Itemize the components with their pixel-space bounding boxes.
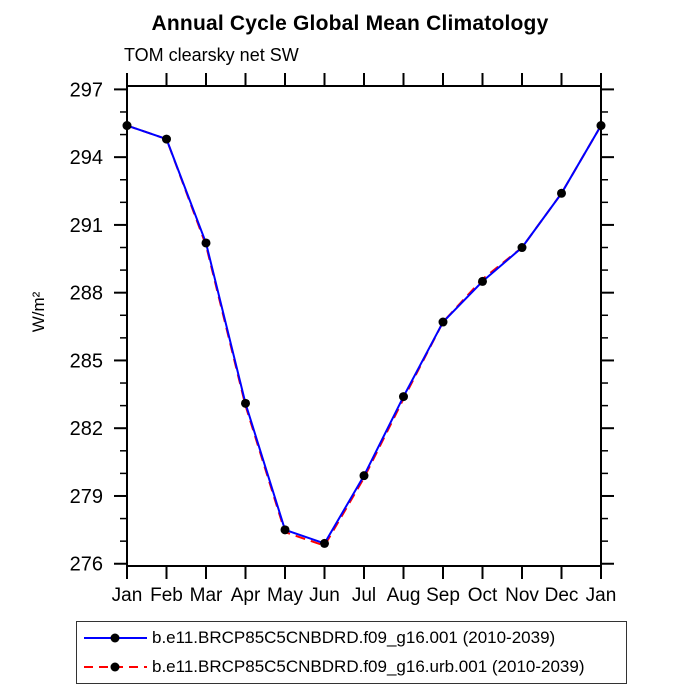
legend-line-sample-dashed	[84, 662, 147, 672]
data-point-marker	[399, 392, 408, 402]
x-tick-label: Dec	[545, 585, 579, 606]
legend-label: b.e11.BRCP85C5CNBDRD.f09_g16.001 (2010-2…	[152, 628, 556, 647]
x-tick-label: Feb	[150, 585, 183, 606]
legend-marker-dot	[110, 662, 120, 672]
legend-item: b.e11.BRCP85C5CNBDRD.f09_g16.001 (2010-2…	[82, 625, 626, 651]
x-tick-label: Sep	[426, 585, 460, 606]
series-line-solid	[126, 124, 602, 545]
x-tick-label: Aug	[387, 585, 421, 606]
chart-subtitle: TOM clearsky net SW	[124, 45, 299, 65]
data-point-marker	[438, 317, 448, 327]
data-point-marker	[320, 538, 329, 548]
x-tick-label: Jan	[112, 585, 143, 606]
y-tick-label: 297	[70, 79, 103, 101]
y-tick-label: 294	[70, 147, 103, 169]
data-point-marker	[241, 398, 250, 408]
data-point-marker	[478, 276, 487, 286]
x-tick-label: Jan	[586, 585, 617, 606]
data-point-marker	[517, 243, 527, 253]
y-tick-label: 285	[70, 350, 103, 372]
data-point-marker	[122, 121, 132, 131]
legend-label: b.e11.BRCP85C5CNBDRD.f09_g16.urb.001 (20…	[152, 657, 585, 676]
data-point-marker	[596, 121, 606, 131]
y-tick-label: 279	[70, 486, 103, 508]
data-point-marker	[201, 238, 211, 248]
x-tick-label: Mar	[190, 585, 223, 606]
x-tick-label: Apr	[231, 585, 261, 606]
data-point-marker	[162, 134, 171, 144]
x-tick-label: Jul	[352, 585, 376, 606]
y-tick-label: 282	[70, 418, 103, 440]
data-point-marker	[557, 188, 566, 198]
legend-line-sample-solid	[84, 633, 147, 643]
legend-item: b.e11.BRCP85C5CNBDRD.f09_g16.urb.001 (20…	[82, 654, 626, 680]
y-tick-label: 291	[70, 215, 103, 237]
legend: b.e11.BRCP85C5CNBDRD.f09_g16.001 (2010-2…	[76, 621, 627, 684]
x-tick-label: Jun	[309, 585, 340, 606]
series-line-dashed	[126, 124, 602, 547]
y-tick-label: 276	[70, 554, 103, 576]
data-point-marker	[359, 471, 369, 481]
x-tick-label: Nov	[505, 585, 539, 606]
x-tick-label: Oct	[468, 585, 498, 606]
axis-frame	[126, 85, 602, 567]
x-tick-label: May	[267, 585, 303, 606]
y-tick-label: 288	[70, 283, 103, 305]
legend-marker-dot	[110, 633, 120, 643]
chart-title: Annual Cycle Global Mean Climatology	[151, 12, 549, 35]
data-point-marker	[280, 525, 290, 535]
